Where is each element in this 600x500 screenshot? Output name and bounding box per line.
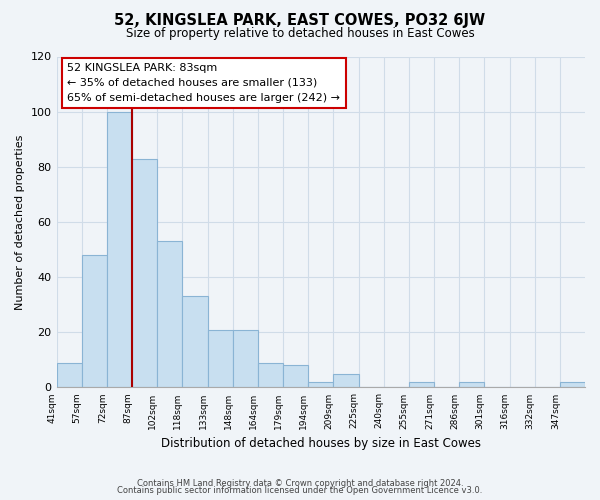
Bar bbox=[208, 330, 233, 388]
Bar bbox=[409, 382, 434, 388]
Bar bbox=[459, 382, 484, 388]
Bar bbox=[107, 112, 132, 388]
Bar bbox=[308, 382, 334, 388]
X-axis label: Distribution of detached houses by size in East Cowes: Distribution of detached houses by size … bbox=[161, 437, 481, 450]
Text: 52 KINGSLEA PARK: 83sqm
← 35% of detached houses are smaller (133)
65% of semi-d: 52 KINGSLEA PARK: 83sqm ← 35% of detache… bbox=[67, 63, 340, 102]
Bar bbox=[182, 296, 208, 388]
Bar bbox=[283, 366, 308, 388]
Bar bbox=[560, 382, 585, 388]
Text: Contains HM Land Registry data © Crown copyright and database right 2024.: Contains HM Land Registry data © Crown c… bbox=[137, 478, 463, 488]
Y-axis label: Number of detached properties: Number of detached properties bbox=[15, 134, 25, 310]
Bar bbox=[82, 255, 107, 388]
Text: 52, KINGSLEA PARK, EAST COWES, PO32 6JW: 52, KINGSLEA PARK, EAST COWES, PO32 6JW bbox=[115, 12, 485, 28]
Bar bbox=[157, 242, 182, 388]
Bar bbox=[56, 362, 82, 388]
Bar bbox=[334, 374, 359, 388]
Bar bbox=[233, 330, 258, 388]
Bar bbox=[258, 362, 283, 388]
Bar bbox=[132, 158, 157, 388]
Text: Size of property relative to detached houses in East Cowes: Size of property relative to detached ho… bbox=[125, 28, 475, 40]
Text: Contains public sector information licensed under the Open Government Licence v3: Contains public sector information licen… bbox=[118, 486, 482, 495]
